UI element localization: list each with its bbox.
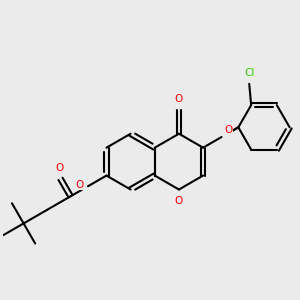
Text: O: O <box>75 180 83 190</box>
Text: O: O <box>56 164 64 173</box>
Text: O: O <box>175 196 183 206</box>
Text: O: O <box>224 125 232 135</box>
Text: O: O <box>175 94 183 104</box>
Text: Cl: Cl <box>244 68 254 78</box>
